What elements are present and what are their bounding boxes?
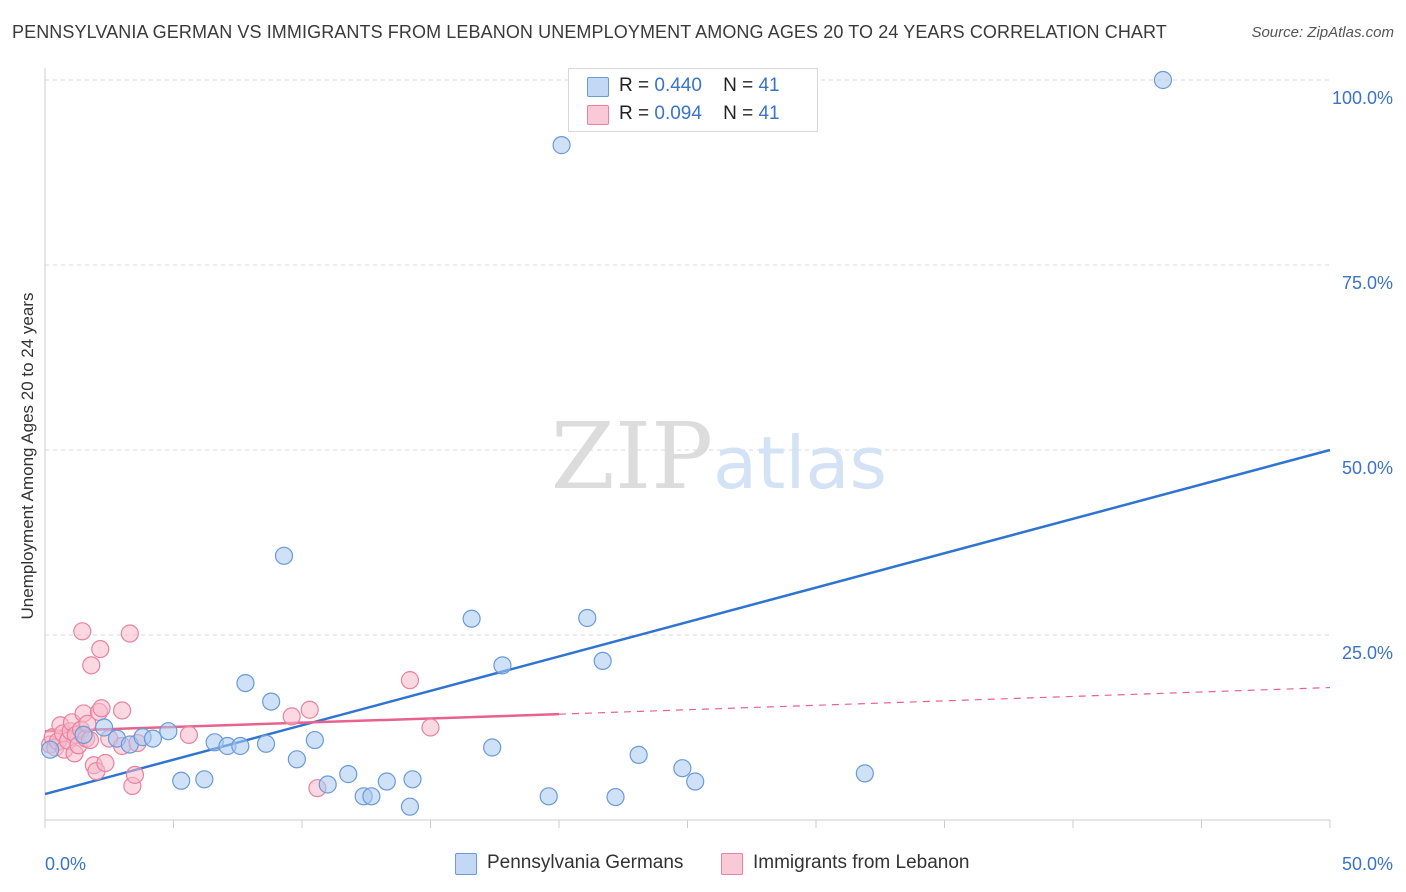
immigrants-from-lebanon-point bbox=[300, 700, 319, 719]
pennsylvania-germans-point bbox=[339, 765, 358, 784]
source-credit: Source: ZipAtlas.com bbox=[1251, 24, 1394, 41]
pennsylvania-germans-point bbox=[143, 729, 163, 748]
correlation-legend: R = 0.440 N = 41 R = 0.094 N = 41 bbox=[568, 68, 818, 132]
pennsylvania-germans-point bbox=[305, 730, 324, 750]
y-tick-label: 100.0% bbox=[1332, 88, 1393, 108]
series-name: Immigrants from Lebanon bbox=[753, 852, 970, 873]
pennsylvania-germans-point bbox=[400, 797, 420, 816]
pennsylvania-germans-point bbox=[1153, 70, 1173, 90]
legend-n-value: 41 bbox=[758, 103, 780, 124]
data-points bbox=[41, 70, 1173, 816]
y-axis-label: Unemployment Among Ages 20 to 24 years bbox=[18, 292, 37, 620]
pennsylvania-germans-point bbox=[362, 787, 381, 806]
pennsylvania-germans-point bbox=[593, 651, 612, 671]
pennsylvania-germans-point bbox=[483, 738, 502, 757]
immigrants-from-lebanon-point bbox=[120, 624, 139, 643]
immigrants-from-lebanon-point bbox=[400, 671, 420, 690]
legend-n-value: 41 bbox=[758, 75, 780, 96]
trend-lines bbox=[44, 448, 1331, 796]
pennsylvania-germans-point bbox=[493, 656, 512, 675]
pennsylvania-germans-point bbox=[552, 136, 571, 155]
immigrants-from-lebanon-point bbox=[82, 656, 101, 675]
x-tick-label: 0.0% bbox=[45, 854, 86, 874]
y-tick-label: 25.0% bbox=[1342, 643, 1393, 663]
immigrants-from-lebanon-point bbox=[421, 718, 440, 737]
chart-title: PENNSYLVANIA GERMAN VS IMMIGRANTS FROM L… bbox=[12, 22, 1167, 42]
legend-r-value: 0.094 bbox=[654, 103, 702, 124]
pennsylvania-germans-point bbox=[318, 775, 337, 794]
immigrants-from-lebanon-point bbox=[92, 699, 111, 718]
pennsylvania-germans-point bbox=[159, 722, 178, 741]
pennsylvania-germans-point bbox=[236, 673, 255, 693]
pennsylvania-germans-point bbox=[274, 546, 294, 565]
y-tick-labels: 25.0% 50.0% 75.0% 100.0% bbox=[1332, 88, 1393, 663]
pennsylvania-germans-point bbox=[606, 787, 625, 807]
immigrants-from-lebanon-point bbox=[282, 707, 301, 726]
pennsylvania-germans-point bbox=[256, 734, 276, 753]
series-name: Pennsylvania Germans bbox=[487, 852, 684, 873]
pennsylvania-germans-point bbox=[629, 745, 648, 764]
legend-n-label: N = bbox=[723, 75, 754, 96]
immigrants-from-lebanon-point bbox=[96, 753, 115, 773]
watermark-atlas: atlas bbox=[713, 421, 887, 505]
grid bbox=[45, 79, 1330, 636]
watermark: ZIP atlas bbox=[551, 403, 887, 510]
watermark-zip: ZIP bbox=[551, 403, 713, 510]
pink-swatch bbox=[721, 853, 743, 875]
pennsylvania-germans-point bbox=[74, 725, 93, 745]
x-tick-label: 50.0% bbox=[1342, 854, 1393, 874]
immigrants-from-lebanon-point bbox=[91, 639, 110, 659]
blue-swatch bbox=[587, 77, 609, 97]
pennsylvania-germans-point bbox=[403, 770, 422, 789]
trend-line-pennsylvania-germans bbox=[44, 448, 1331, 796]
blue-swatch bbox=[455, 853, 477, 875]
immigrants-from-lebanon-point bbox=[73, 622, 92, 641]
y-tick-label: 75.0% bbox=[1342, 273, 1393, 293]
legend-r-label: R = bbox=[619, 75, 650, 96]
legend-n-label: N = bbox=[723, 103, 754, 124]
pennsylvania-germans-point bbox=[195, 770, 214, 789]
pennsylvania-germans-point bbox=[578, 608, 597, 628]
trend-line-immigrants-from-lebanon bbox=[44, 712, 560, 733]
pennsylvania-germans-point bbox=[95, 718, 114, 737]
pink-swatch bbox=[587, 105, 609, 125]
pennsylvania-germans-point bbox=[262, 692, 281, 711]
pennsylvania-germans-point bbox=[172, 771, 191, 790]
pennsylvania-germans-point bbox=[377, 772, 396, 791]
immigrants-from-lebanon-point bbox=[112, 701, 132, 720]
immigrants-from-lebanon-point bbox=[125, 765, 145, 784]
trend-line-immigrants-from-lebanon bbox=[558, 686, 1331, 715]
y-tick-label: 50.0% bbox=[1342, 458, 1393, 478]
pennsylvania-germans-point bbox=[41, 740, 60, 759]
legend-r-label: R = bbox=[619, 103, 650, 124]
pennsylvania-germans-point bbox=[539, 787, 558, 806]
pennsylvania-germans-point bbox=[686, 772, 705, 791]
legend-r-value: 0.440 bbox=[654, 75, 702, 96]
immigrants-from-lebanon-point bbox=[179, 725, 199, 745]
pennsylvania-germans-point bbox=[673, 759, 692, 778]
axes bbox=[44, 68, 1331, 828]
pennsylvania-germans-point bbox=[855, 764, 874, 783]
pennsylvania-germans-point bbox=[462, 609, 481, 628]
pennsylvania-germans-point bbox=[287, 750, 306, 769]
x-tick-labels: 0.0% 50.0% bbox=[45, 854, 1393, 874]
pennsylvania-germans-point bbox=[231, 736, 250, 756]
